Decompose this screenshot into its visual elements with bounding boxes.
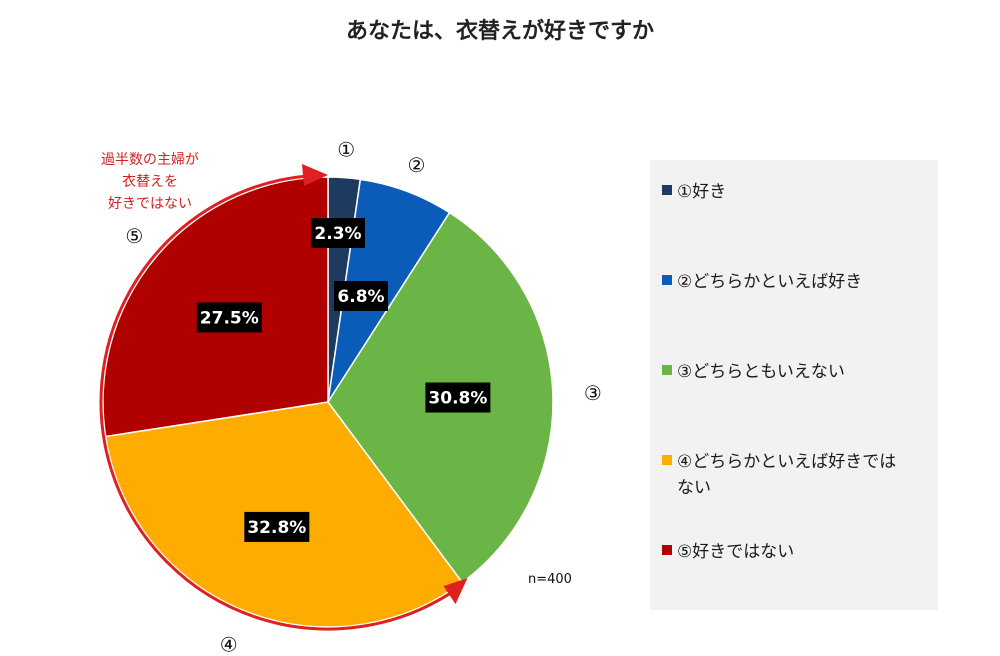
annotation-line-3: 好きではない [108,196,192,212]
legend-box [650,160,938,610]
legend-label: ①好き [677,182,726,202]
annotation: 過半数の主婦が 衣替えを 好きではない [101,151,199,212]
data-label-box [311,218,365,248]
annotation-line-1: 過半数の主婦が [101,151,199,168]
slice-marker: ① [337,138,355,162]
data-label-box [196,302,262,333]
legend-swatch [662,275,672,285]
data-label: 2.3% [314,224,361,244]
slice-marker: ⑤ [125,224,143,248]
data-label-box [244,511,310,542]
data-label: 30.8% [428,389,487,409]
slice-marker: ③ [584,381,602,405]
data-label-box [425,382,491,413]
legend-label-continued: ない [677,478,711,498]
annotation-line-2: 衣替えを [122,174,178,190]
legend-label: ④どちらかといえば好きでは [677,452,896,472]
legend-swatch [662,455,672,465]
data-label-box [334,281,388,311]
legend-label: ②どちらかといえば好き [677,272,862,292]
data-label: 27.5% [200,308,259,328]
annotation-arrowhead [443,578,468,605]
annotation-arrowhead [302,164,328,186]
annotation-arc [99,174,458,631]
legend-label: ⑤好きではない [677,542,794,562]
sample-size-label: n=400 [528,572,572,587]
slice-marker: ② [408,153,426,177]
data-label: 32.8% [247,518,306,538]
legend-swatch [662,185,672,195]
chart-title: あなたは、衣替えが好きですか [346,18,654,44]
legend-label: ③どちらともいえない [677,362,845,382]
data-label: 6.8% [337,287,384,307]
slice-marker: ④ [220,632,238,656]
legend-swatch [662,365,672,375]
legend-swatch [662,545,672,555]
